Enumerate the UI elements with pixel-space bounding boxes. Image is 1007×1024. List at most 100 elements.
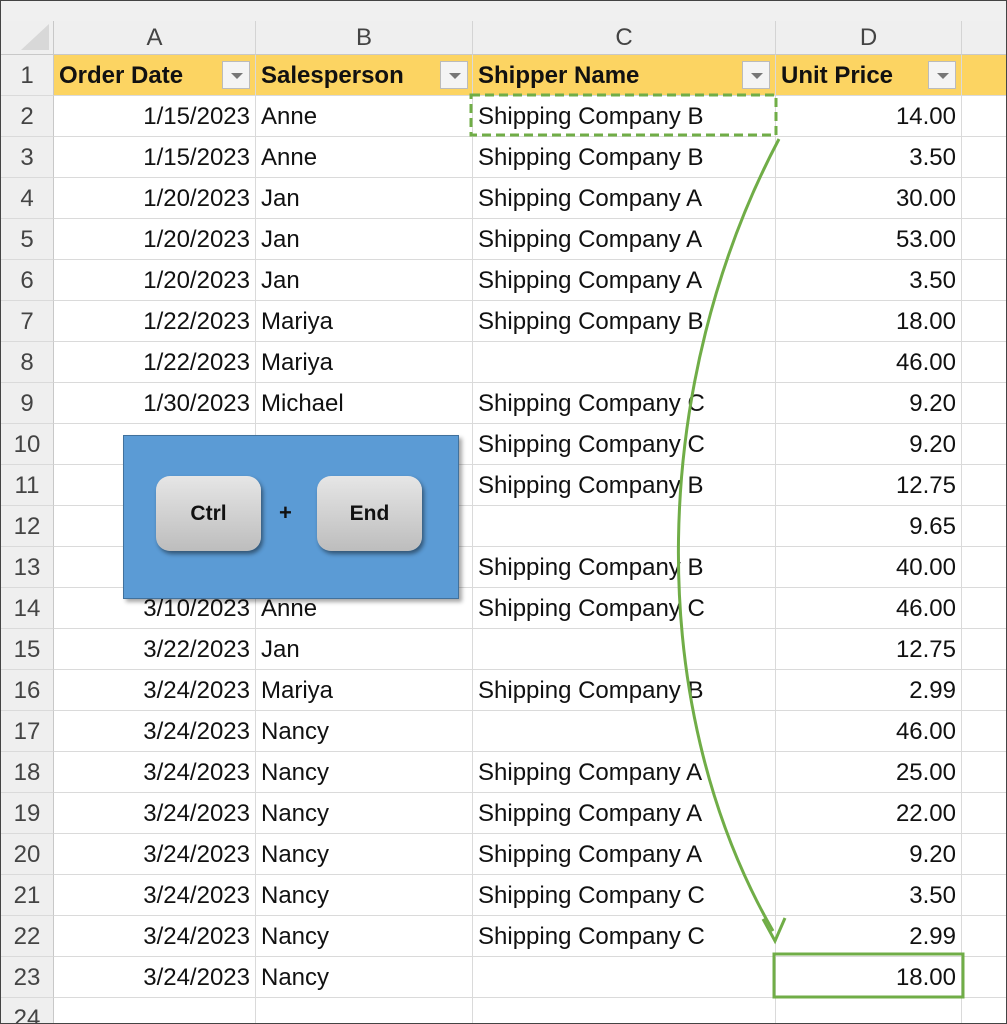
- cell[interactable]: [962, 793, 1006, 834]
- filter-dropdown-icon[interactable]: [440, 61, 468, 89]
- cell-unit-price[interactable]: 9.65: [776, 506, 962, 547]
- cell-unit-price[interactable]: 3.50: [776, 137, 962, 178]
- cell-shipper-name[interactable]: Shipping Company B: [473, 301, 776, 342]
- cell-salesperson[interactable]: Nancy: [256, 752, 473, 793]
- cell-order-date[interactable]: 1/15/2023: [54, 137, 256, 178]
- cell-shipper-name[interactable]: Shipping Company C: [473, 588, 776, 629]
- cell-order-date[interactable]: 3/24/2023: [54, 834, 256, 875]
- row-header[interactable]: 7: [1, 301, 54, 342]
- cell[interactable]: [962, 547, 1006, 588]
- cell-salesperson[interactable]: Jan: [256, 178, 473, 219]
- filter-dropdown-icon[interactable]: [742, 61, 770, 89]
- cell[interactable]: [962, 96, 1006, 137]
- cell[interactable]: [962, 301, 1006, 342]
- row-header[interactable]: 5: [1, 219, 54, 260]
- cell-salesperson[interactable]: Jan: [256, 219, 473, 260]
- cell-order-date[interactable]: 3/24/2023: [54, 752, 256, 793]
- header-cell-unit-price[interactable]: Unit Price: [776, 55, 962, 96]
- cell-salesperson[interactable]: Nancy: [256, 875, 473, 916]
- row-header[interactable]: 19: [1, 793, 54, 834]
- cell-salesperson[interactable]: Anne: [256, 137, 473, 178]
- cell-shipper-name[interactable]: Shipping Company B: [473, 547, 776, 588]
- cell-salesperson[interactable]: Mariya: [256, 342, 473, 383]
- cell-shipper-name[interactable]: [473, 629, 776, 670]
- row-header[interactable]: 22: [1, 916, 54, 957]
- cell-order-date[interactable]: 1/20/2023: [54, 260, 256, 301]
- cell[interactable]: [962, 916, 1006, 957]
- cell-unit-price[interactable]: [776, 998, 962, 1023]
- row-header[interactable]: 20: [1, 834, 54, 875]
- cell-shipper-name[interactable]: Shipping Company C: [473, 875, 776, 916]
- cell[interactable]: [962, 711, 1006, 752]
- cell-order-date[interactable]: 3/24/2023: [54, 670, 256, 711]
- row-header[interactable]: 6: [1, 260, 54, 301]
- cell-shipper-name[interactable]: [473, 711, 776, 752]
- cell-salesperson[interactable]: [256, 998, 473, 1023]
- cell-unit-price[interactable]: 2.99: [776, 916, 962, 957]
- row-header[interactable]: 11: [1, 465, 54, 506]
- header-cell-shipper-name[interactable]: Shipper Name: [473, 55, 776, 96]
- row-header[interactable]: 15: [1, 629, 54, 670]
- cell-order-date[interactable]: 3/10/2023: [54, 588, 256, 629]
- row-header[interactable]: 10: [1, 424, 54, 465]
- cell-unit-price[interactable]: 30.00: [776, 178, 962, 219]
- cell-unit-price[interactable]: 9.20: [776, 834, 962, 875]
- cell-unit-price[interactable]: 9.20: [776, 383, 962, 424]
- cell-salesperson[interactable]: Jan: [256, 629, 473, 670]
- cell-unit-price[interactable]: 40.00: [776, 547, 962, 588]
- header-cell-salesperson[interactable]: Salesperson: [256, 55, 473, 96]
- cell-order-date[interactable]: 3/24/2023: [54, 711, 256, 752]
- cell-shipper-name[interactable]: Shipping Company B: [473, 670, 776, 711]
- cell-shipper-name[interactable]: Shipping Company A: [473, 793, 776, 834]
- cell-unit-price[interactable]: 12.75: [776, 465, 962, 506]
- cell-salesperson[interactable]: Nancy: [256, 711, 473, 752]
- cell-order-date[interactable]: 1/20/2023: [54, 178, 256, 219]
- cell-unit-price[interactable]: 46.00: [776, 711, 962, 752]
- cell-shipper-name[interactable]: Shipping Company A: [473, 219, 776, 260]
- column-header-a[interactable]: A: [54, 21, 256, 55]
- column-header-b[interactable]: B: [256, 21, 473, 55]
- filter-dropdown-icon[interactable]: [222, 61, 250, 89]
- column-header-c[interactable]: C: [473, 21, 776, 55]
- cell-unit-price[interactable]: 22.00: [776, 793, 962, 834]
- cell-unit-price[interactable]: 53.00: [776, 219, 962, 260]
- cell-shipper-name[interactable]: Shipping Company A: [473, 834, 776, 875]
- cell-shipper-name[interactable]: Shipping Company B: [473, 465, 776, 506]
- cell-shipper-name[interactable]: Shipping Company B: [473, 137, 776, 178]
- row-header[interactable]: 16: [1, 670, 54, 711]
- cell-order-date[interactable]: 3/24/2023: [54, 916, 256, 957]
- cell[interactable]: [962, 55, 1006, 96]
- cell-order-date[interactable]: [54, 998, 256, 1023]
- cell-unit-price[interactable]: 46.00: [776, 588, 962, 629]
- row-header[interactable]: 18: [1, 752, 54, 793]
- cell-shipper-name[interactable]: Shipping Company C: [473, 424, 776, 465]
- row-header[interactable]: 17: [1, 711, 54, 752]
- cell-salesperson[interactable]: Mariya: [256, 301, 473, 342]
- row-header[interactable]: 8: [1, 342, 54, 383]
- cell-shipper-name[interactable]: [473, 506, 776, 547]
- cell-unit-price[interactable]: 14.00: [776, 96, 962, 137]
- cell-unit-price[interactable]: 18.00: [776, 301, 962, 342]
- cell-unit-price[interactable]: 25.00: [776, 752, 962, 793]
- cell[interactable]: [962, 957, 1006, 998]
- cell-shipper-name[interactable]: [473, 957, 776, 998]
- cell-order-date[interactable]: 3/22/2023: [54, 629, 256, 670]
- cell-salesperson[interactable]: Nancy: [256, 957, 473, 998]
- cell-unit-price[interactable]: 3.50: [776, 260, 962, 301]
- column-header-e[interactable]: [962, 21, 1006, 55]
- cell-salesperson[interactable]: Mariya: [256, 670, 473, 711]
- cell-order-date[interactable]: 3/24/2023: [54, 793, 256, 834]
- cell-shipper-name[interactable]: Shipping Company C: [473, 383, 776, 424]
- cell[interactable]: [962, 219, 1006, 260]
- row-header[interactable]: 9: [1, 383, 54, 424]
- cell-salesperson[interactable]: Anne: [256, 588, 473, 629]
- cell-shipper-name[interactable]: Shipping Company A: [473, 260, 776, 301]
- row-header[interactable]: 13: [1, 547, 54, 588]
- cell-order-date[interactable]: 1/22/2023: [54, 301, 256, 342]
- cell-order-date[interactable]: 1/15/2023: [54, 96, 256, 137]
- cell-unit-price[interactable]: 46.00: [776, 342, 962, 383]
- row-header[interactable]: 24: [1, 998, 54, 1023]
- cell[interactable]: [962, 752, 1006, 793]
- cell[interactable]: [962, 834, 1006, 875]
- cell[interactable]: [962, 465, 1006, 506]
